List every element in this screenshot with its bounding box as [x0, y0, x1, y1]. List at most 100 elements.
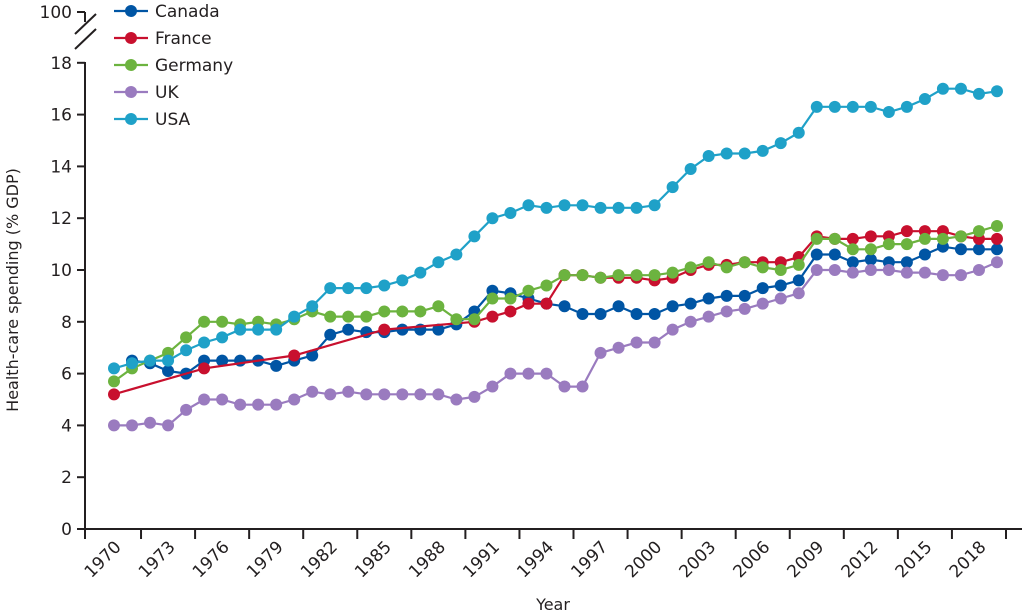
data-point-france-2012 [864, 230, 877, 243]
data-point-uk-1972 [144, 416, 157, 429]
data-point-germany-1992 [504, 292, 517, 305]
data-point-germany-1994 [540, 279, 553, 292]
data-point-usa-2001 [666, 181, 679, 194]
data-point-uk-1970 [108, 419, 120, 432]
axis-break-mark-upper [74, 13, 97, 35]
data-point-uk-2011 [846, 266, 859, 279]
data-point-uk-1978 [252, 398, 265, 411]
data-point-usa-1991 [486, 212, 499, 225]
data-point-usa-1974 [180, 344, 193, 357]
data-point-uk-2018 [972, 264, 985, 276]
x-tick-label-2012: 2012 [838, 537, 883, 582]
data-point-uk-1982 [324, 388, 337, 401]
data-point-uk-1996 [576, 380, 589, 393]
legend-marker [125, 5, 137, 17]
data-point-germany-2018 [972, 225, 985, 238]
data-point-usa-1987 [414, 266, 427, 279]
data-point-uk-2012 [864, 264, 877, 276]
data-point-germany-2005 [738, 256, 751, 269]
data-point-usa-1972 [144, 354, 157, 367]
x-ticks: 1970 1973 1976 1979 1982 1985 1988 1991 1994 1997… [81, 529, 1007, 582]
data-point-uk-1989 [450, 393, 463, 406]
data-point-uk-2019 [990, 256, 1003, 269]
legend: Canada France Germany UK USA [114, 2, 233, 130]
data-point-germany-1975 [198, 315, 211, 328]
legend-item-germany: Germany [114, 56, 233, 76]
data-point-usa-2006 [756, 144, 769, 157]
data-point-usa-1993 [522, 199, 535, 212]
data-point-germany-2019 [990, 219, 1003, 232]
data-point-uk-1991 [486, 380, 499, 393]
y-tick-label-8: 8 [61, 313, 72, 333]
data-point-germany-1985 [378, 305, 391, 318]
data-point-germany-2004 [720, 261, 733, 274]
data-point-uk-2017 [954, 269, 967, 282]
data-point-canada-1998 [612, 300, 625, 313]
data-point-usa-1990 [468, 230, 481, 243]
y-tick-label-16: 16 [50, 106, 72, 126]
data-point-usa-2002 [684, 162, 697, 175]
data-point-uk-1986 [396, 388, 409, 401]
data-point-germany-1984 [360, 310, 373, 323]
x-tick-label-2003: 2003 [675, 537, 720, 582]
data-point-usa-2017 [954, 82, 967, 95]
data-point-france-1994 [540, 297, 553, 310]
data-point-usa-2014 [900, 100, 913, 113]
data-point-uk-2000 [648, 336, 661, 349]
legend-marker [125, 32, 137, 44]
axis-break-mark-lower [74, 28, 97, 50]
data-point-uk-1983 [342, 385, 355, 398]
series-line-usa [113, 87, 998, 370]
data-point-germany-2007 [774, 264, 787, 276]
data-point-usa-1986 [396, 274, 409, 287]
data-point-germany-1983 [342, 310, 355, 323]
data-point-uk-1984 [360, 388, 373, 401]
data-point-uk-1973 [162, 419, 175, 432]
data-point-uk-1988 [432, 388, 445, 401]
data-point-uk-2001 [666, 323, 679, 336]
legend-label: France [155, 29, 212, 49]
data-point-canada-2003 [702, 292, 715, 305]
y-tick-label-12: 12 [50, 209, 72, 229]
data-point-germany-2002 [684, 261, 697, 274]
data-point-usa-2004 [720, 147, 733, 160]
data-point-uk-2003 [702, 310, 715, 323]
data-point-canada-1999 [630, 308, 643, 321]
series-line-uk [114, 261, 998, 427]
data-point-usa-1998 [612, 201, 625, 214]
legend-item-canada: Canada [114, 2, 220, 22]
x-tick-label-1985: 1985 [351, 537, 396, 582]
data-point-canada-2014 [900, 256, 913, 269]
data-point-canada-2006 [756, 282, 769, 295]
y-ticks: 0 2 4 6 8 10 12 14 16 18 [50, 54, 85, 540]
data-point-germany-2017 [954, 230, 967, 243]
data-point-usa-1989 [450, 248, 463, 261]
data-point-usa-2016 [936, 82, 949, 95]
data-point-canada-1982 [324, 328, 337, 341]
data-point-germany-1989 [450, 313, 463, 326]
data-point-canada-1988 [432, 323, 445, 336]
data-point-germany-2000 [648, 269, 661, 282]
data-point-germany-2001 [666, 266, 679, 279]
data-point-france-2011 [846, 232, 859, 245]
data-point-usa-1976 [216, 331, 229, 344]
data-point-germany-1986 [396, 305, 409, 318]
data-point-france-2019 [990, 232, 1003, 245]
data-point-uk-2007 [774, 292, 787, 305]
x-tick-label-1973: 1973 [135, 537, 180, 582]
x-tick-label-2006: 2006 [730, 537, 775, 582]
data-point-uk-1998 [612, 341, 625, 354]
data-point-uk-1990 [468, 390, 481, 403]
x-tick-label-1991: 1991 [459, 537, 504, 582]
data-point-canada-2011 [846, 256, 859, 269]
data-point-canada-1986 [396, 323, 409, 336]
x-tick-label-1997: 1997 [567, 537, 612, 582]
data-point-canada-2005 [738, 289, 751, 302]
data-point-uk-2014 [900, 266, 913, 279]
legend-label: Canada [155, 2, 220, 22]
data-point-usa-1979 [270, 323, 283, 336]
data-point-germany-1976 [216, 315, 229, 328]
data-point-canada-2008 [792, 274, 805, 287]
data-point-usa-1994 [540, 201, 553, 214]
data-point-germany-2003 [702, 256, 715, 269]
